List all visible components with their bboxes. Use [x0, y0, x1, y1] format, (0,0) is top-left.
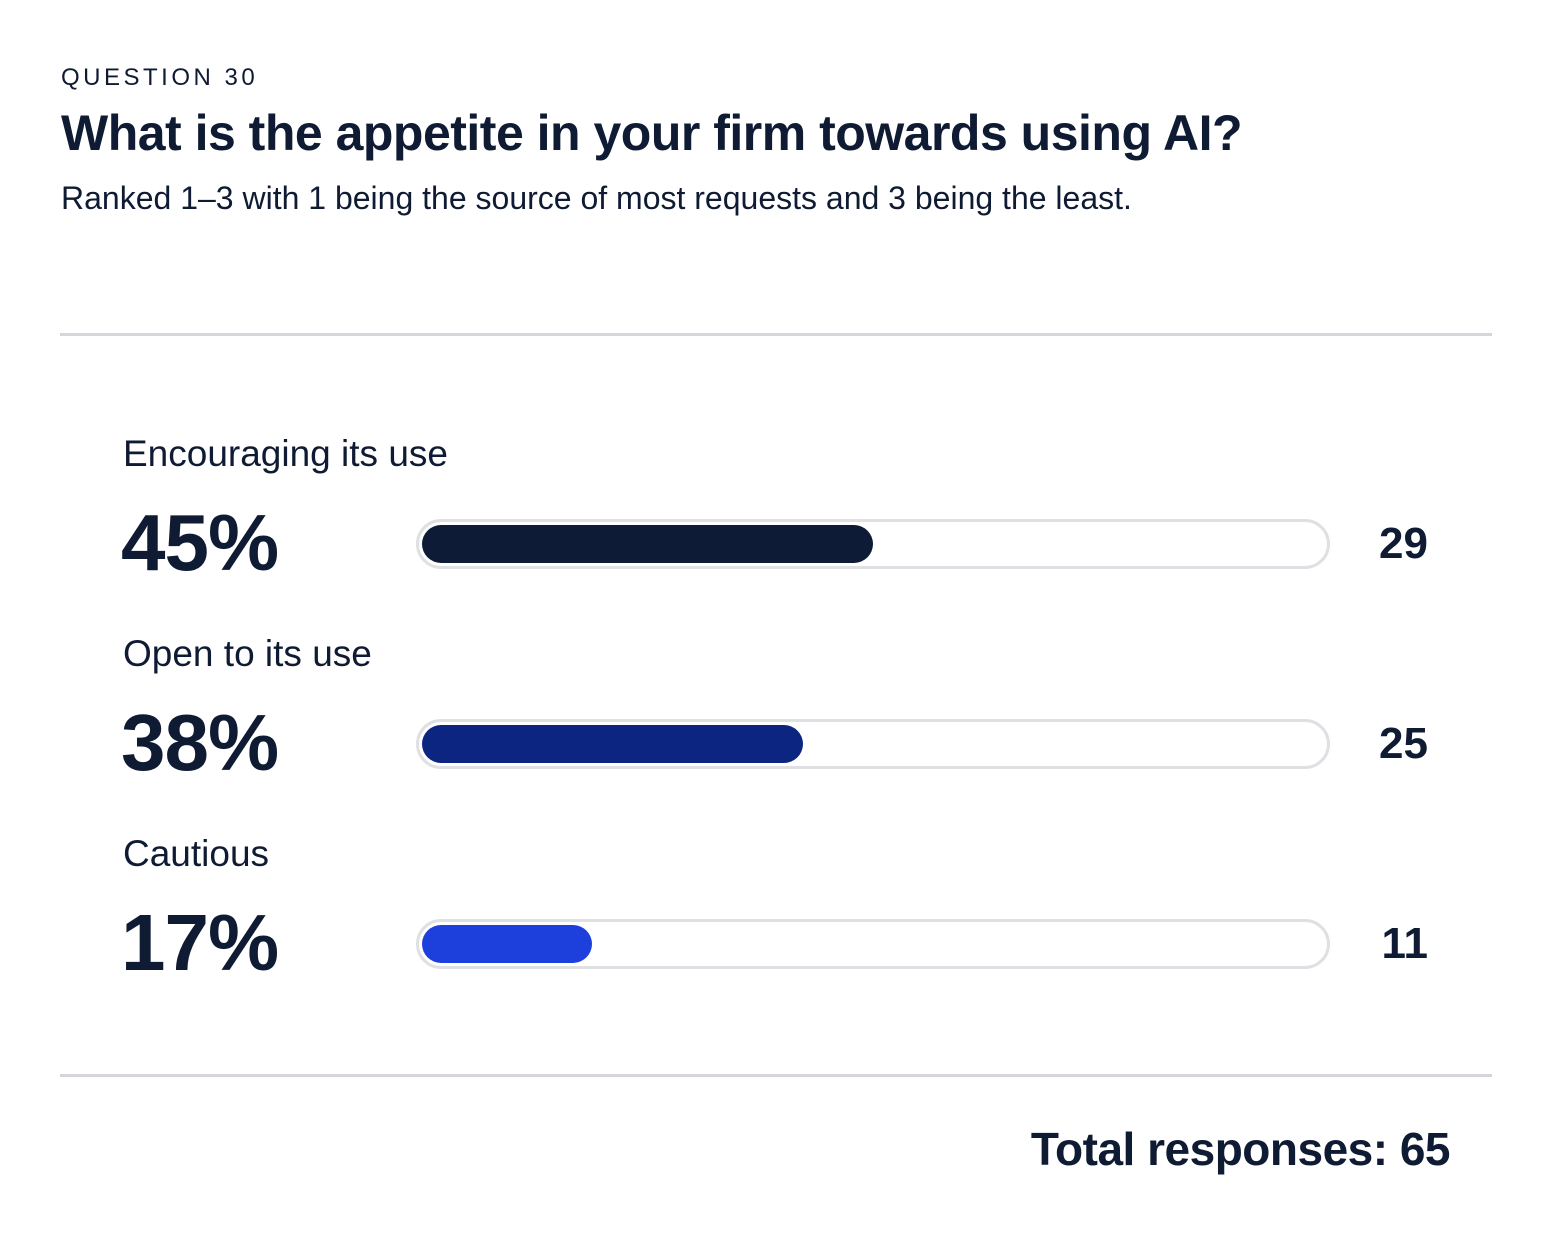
chart-title: What is the appetite in your firm toward…: [61, 105, 1243, 161]
bar-fill-cautious: [422, 925, 592, 963]
percent-label: 17%: [121, 898, 279, 987]
bottom-divider: [60, 1074, 1492, 1077]
bar-label: Open to its use: [123, 633, 372, 674]
top-divider: [60, 333, 1492, 336]
percent-label: 38%: [121, 698, 279, 787]
chart-subtitle: Ranked 1–3 with 1 being the source of mo…: [61, 180, 1132, 216]
bar-track: [416, 719, 1330, 769]
percent-label: 45%: [121, 498, 279, 587]
bar-label: Cautious: [123, 833, 270, 874]
bar-label: Encouraging its use: [123, 433, 448, 474]
bar-row-cautious: Cautious 17% 11: [0, 833, 1544, 1033]
bar-row-encouraging: Encouraging its use 45% 29: [0, 433, 1544, 633]
bar-fill-open: [422, 725, 803, 763]
total-responses: Total responses: 65: [1030, 1123, 1451, 1175]
bar-track: [416, 519, 1330, 569]
bar-track: [416, 919, 1330, 969]
count-label: 25: [1379, 719, 1428, 768]
question-number: QUESTION 30: [61, 64, 259, 91]
count-label: 11: [1381, 919, 1428, 968]
bar-row-open: Open to its use 38% 25: [0, 633, 1544, 833]
count-label: 29: [1379, 519, 1428, 568]
bar-fill-encouraging: [422, 525, 873, 563]
